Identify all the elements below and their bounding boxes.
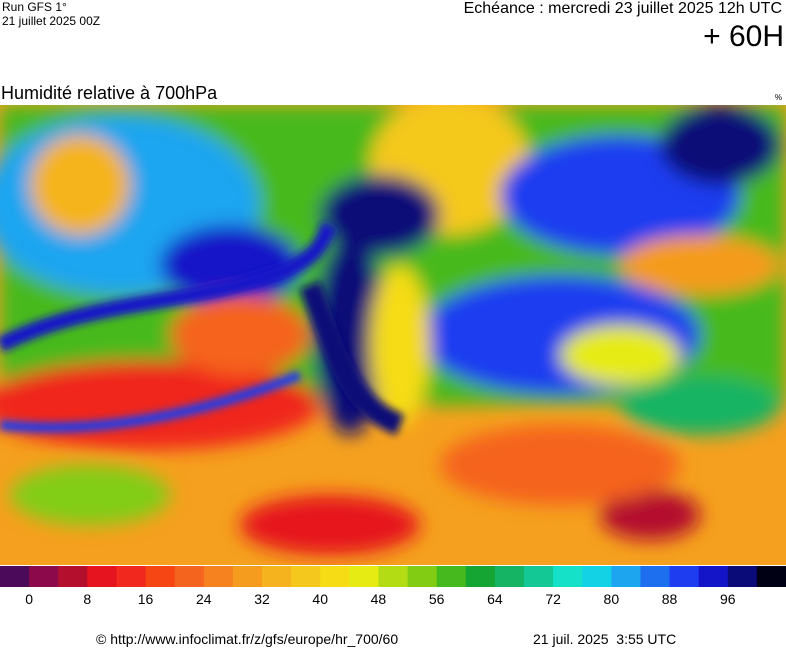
scale-swatch bbox=[756, 566, 786, 587]
scale-swatch bbox=[465, 566, 496, 587]
color-scale: 0 8 16 24 32 40 48 56 64 72 80 88 96 bbox=[0, 566, 786, 607]
scale-swatch bbox=[524, 566, 554, 587]
scale-label: 8 bbox=[83, 591, 91, 607]
scale-label: 80 bbox=[604, 591, 620, 607]
scale-swatch bbox=[611, 566, 641, 587]
scale-swatch bbox=[203, 566, 234, 587]
map-title: Humidité relative à 700hPa bbox=[1, 83, 218, 103]
scale-swatch bbox=[232, 566, 263, 587]
scale-swatch bbox=[320, 566, 350, 587]
scale-label: 16 bbox=[138, 591, 154, 607]
unit: % bbox=[774, 93, 782, 102]
scale-swatch bbox=[29, 566, 59, 587]
scale-label: 48 bbox=[371, 591, 387, 607]
scale-swatch bbox=[174, 566, 205, 587]
scale-swatch bbox=[378, 566, 409, 587]
scale-label: 56 bbox=[429, 591, 445, 607]
scale-swatch bbox=[116, 566, 147, 587]
scale-label: 24 bbox=[196, 591, 212, 607]
scale-swatch bbox=[87, 566, 117, 587]
scale-swatch bbox=[640, 566, 671, 587]
scale-label: 72 bbox=[545, 591, 561, 607]
scale-label: 96 bbox=[720, 591, 736, 607]
scale-swatch bbox=[727, 566, 758, 587]
scale-swatch bbox=[698, 566, 729, 587]
scale-swatch bbox=[582, 566, 612, 587]
scale-label: 40 bbox=[312, 591, 328, 607]
scale-swatch bbox=[553, 566, 583, 587]
scale-swatch bbox=[58, 566, 88, 587]
credit: © http://www.infoclimat.fr/z/gfs/europe/… bbox=[96, 631, 399, 647]
scale-swatch bbox=[291, 566, 321, 587]
humidity-map bbox=[0, 105, 786, 565]
valid-time: Echéance : mercredi 23 juillet 2025 12h … bbox=[463, 0, 782, 17]
scale-label: 88 bbox=[662, 591, 678, 607]
scale-swatch bbox=[262, 566, 292, 587]
run-date: 21 juillet 2025 00Z bbox=[2, 14, 101, 28]
timestamp: 21 juil. 2025 3:55 UTC bbox=[533, 631, 677, 647]
scale-label: 0 bbox=[25, 591, 33, 607]
scale-swatch bbox=[145, 566, 176, 587]
scale-swatch bbox=[407, 566, 438, 587]
run-label: Run GFS 1° bbox=[2, 0, 67, 14]
scale-swatch bbox=[436, 566, 467, 587]
scale-label: 32 bbox=[254, 591, 270, 607]
scale-label: 64 bbox=[487, 591, 503, 607]
scale-swatch bbox=[0, 566, 30, 587]
scale-swatch bbox=[669, 566, 700, 587]
lead-time: + 60H bbox=[703, 20, 784, 53]
scale-swatch bbox=[349, 566, 379, 587]
scale-swatch bbox=[494, 566, 525, 587]
